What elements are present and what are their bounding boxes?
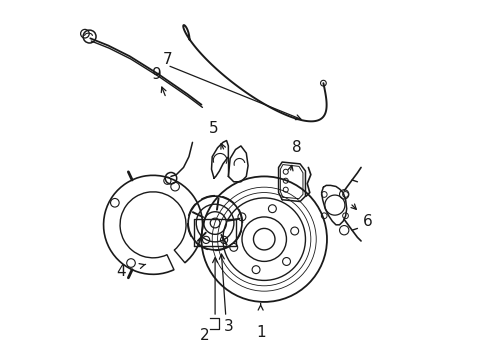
- Text: 5: 5: [209, 121, 219, 135]
- Text: 1: 1: [255, 325, 265, 340]
- Text: 7: 7: [162, 52, 172, 67]
- Text: 8: 8: [291, 140, 301, 155]
- Text: 9: 9: [151, 67, 161, 82]
- Text: 6: 6: [363, 214, 372, 229]
- Text: 2: 2: [200, 328, 209, 343]
- Text: 4: 4: [116, 264, 125, 279]
- Text: 3: 3: [223, 319, 233, 334]
